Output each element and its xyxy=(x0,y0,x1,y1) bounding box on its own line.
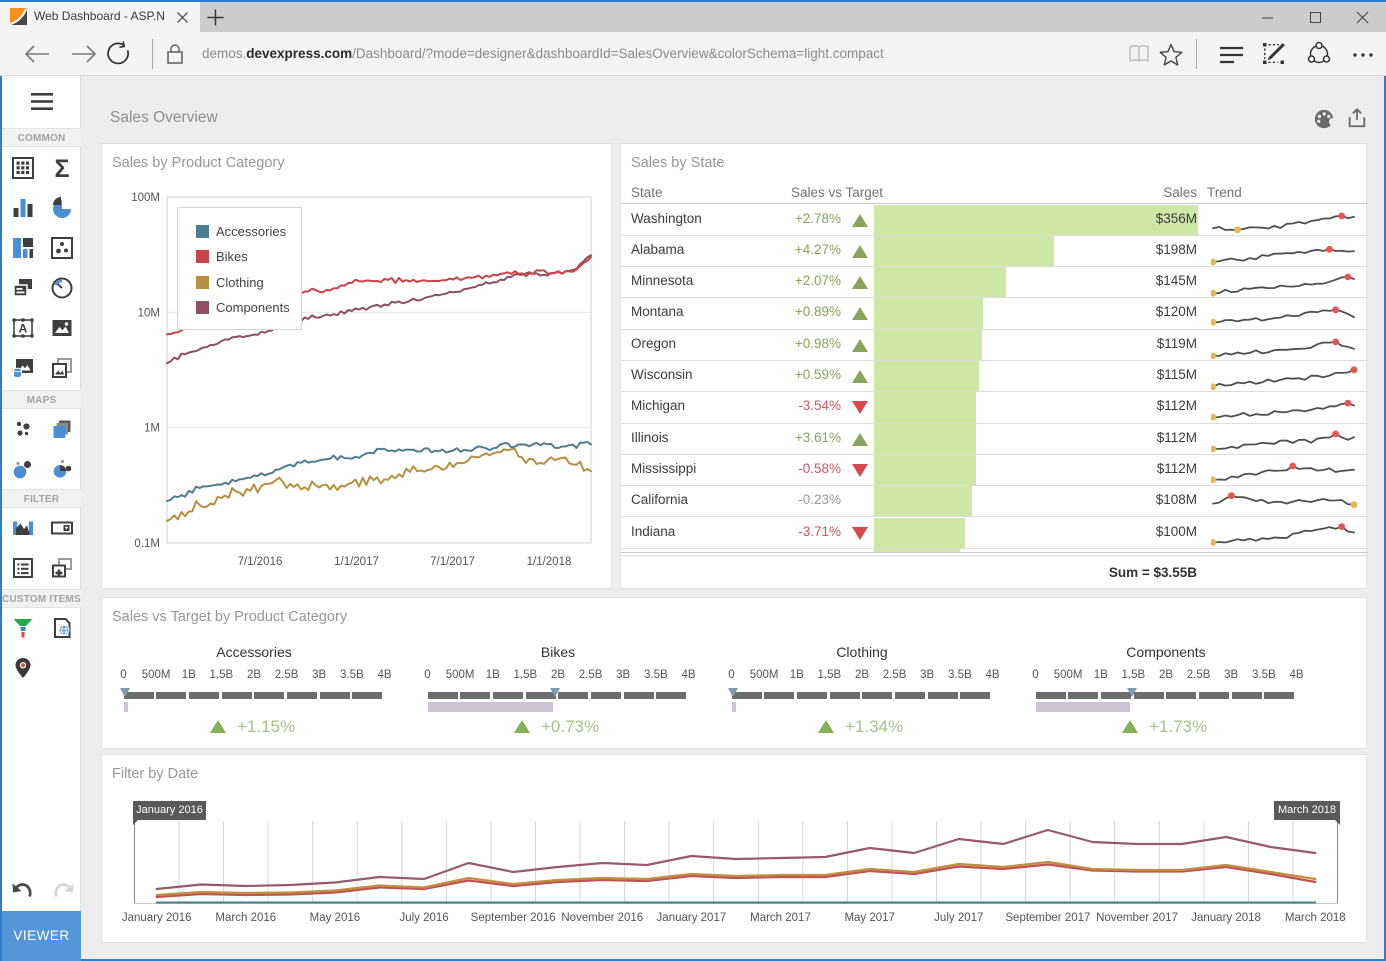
svg-text:1/1/2018: 1/1/2018 xyxy=(527,556,572,568)
svg-text:September 2016: September 2016 xyxy=(471,912,556,924)
svg-text:May 2017: May 2017 xyxy=(844,912,895,924)
svg-text:November 2016: November 2016 xyxy=(561,912,643,924)
svg-text:January 2016: January 2016 xyxy=(122,912,192,924)
svg-text:March 2017: March 2017 xyxy=(750,912,811,924)
svg-text:January 2017: January 2017 xyxy=(657,912,727,924)
svg-text:May 2016: May 2016 xyxy=(310,912,361,924)
svg-text:A: A xyxy=(19,322,28,336)
svg-text:November 2017: November 2017 xyxy=(1096,912,1178,924)
svg-text:January 2018: January 2018 xyxy=(1191,912,1261,924)
svg-text:July 2017: July 2017 xyxy=(934,912,983,924)
svg-text:1/1/2017: 1/1/2017 xyxy=(334,556,379,568)
svg-text:Σ: Σ xyxy=(54,156,69,180)
svg-text:100M: 100M xyxy=(131,192,160,204)
svg-text:March 2016: March 2016 xyxy=(215,912,276,924)
svg-text:September 2017: September 2017 xyxy=(1005,912,1090,924)
svg-text:March 2018: March 2018 xyxy=(1285,912,1346,924)
svg-text:0.1M: 0.1M xyxy=(134,538,160,550)
svg-text:1M: 1M xyxy=(144,423,160,435)
svg-text:10M: 10M xyxy=(138,307,160,319)
svg-text:July 2016: July 2016 xyxy=(399,912,448,924)
svg-text:7/1/2017: 7/1/2017 xyxy=(430,556,475,568)
svg-text:7/1/2016: 7/1/2016 xyxy=(238,556,283,568)
